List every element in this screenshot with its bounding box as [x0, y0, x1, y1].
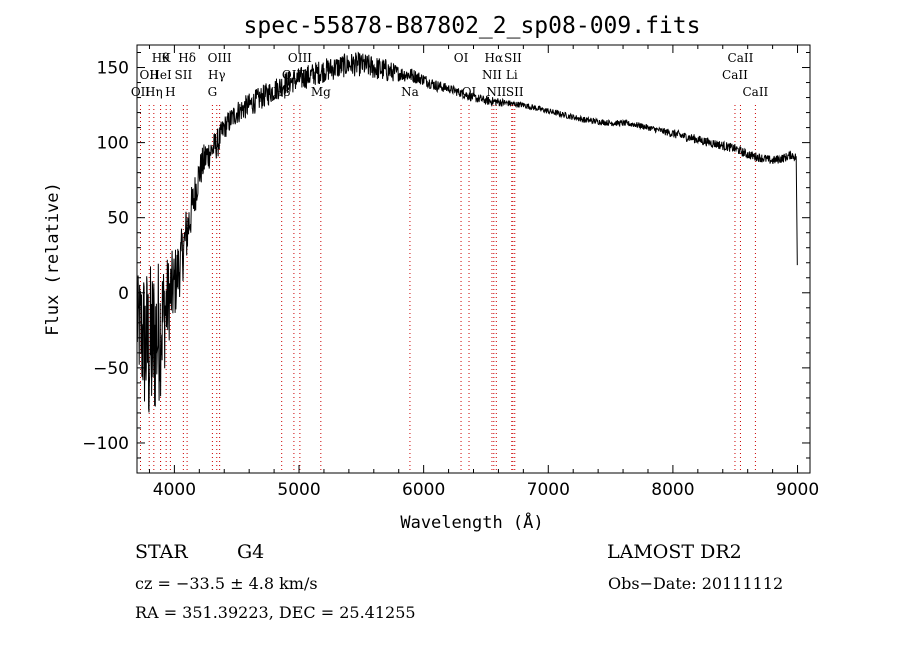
line-label: Hδ: [178, 51, 196, 65]
x-tick-label: 7000: [527, 480, 570, 500]
observation-date: Obs−Date: 20111112: [608, 574, 784, 593]
line-label: Hη: [145, 85, 163, 99]
line-label: CaII: [728, 51, 754, 65]
chart-title: spec-55878-B87802_2_sp08-009.fits: [244, 13, 701, 39]
y-axis-label: Flux (relative): [43, 182, 63, 336]
y-tick-label: 150: [97, 59, 129, 79]
x-tick-label: 8000: [651, 480, 694, 500]
line-label: SII: [506, 85, 524, 99]
object-class: STAR: [135, 541, 188, 563]
line-label: Hθ: [152, 51, 170, 65]
x-axis-label: Wavelength (Å): [400, 511, 543, 533]
line-label: K: [162, 51, 172, 65]
line-label: CaII: [722, 68, 748, 82]
line-label: SII: [504, 51, 522, 65]
line-label: SII: [175, 68, 193, 82]
line-label: Li: [506, 68, 518, 82]
x-axis-ticks: 4000 5000 6000 7000 8000 9000: [148, 45, 819, 500]
line-label: OII: [140, 68, 160, 82]
line-label: NII: [482, 68, 502, 82]
y-tick-label: 0: [118, 284, 129, 304]
x-tick-label: 9000: [776, 480, 819, 500]
line-label: OIII: [288, 51, 312, 65]
y-axis-ticks: −100 −50 0 50 100 150: [82, 52, 810, 459]
y-tick-label: 100: [97, 134, 129, 154]
line-label: OI: [454, 51, 469, 65]
x-tick-label: 6000: [402, 480, 445, 500]
y-tick-label: −100: [82, 434, 129, 454]
survey-name: LAMOST DR2: [607, 541, 742, 563]
line-label: G: [208, 85, 218, 99]
coordinates: RA = 351.39223, DEC = 25.41255: [135, 603, 416, 622]
line-label: NII: [486, 85, 506, 99]
line-label: CaII: [742, 85, 768, 99]
line-label: Hα: [485, 51, 504, 65]
y-tick-label: −50: [93, 359, 129, 379]
spectral-line-markers: [139, 105, 756, 473]
spectrum-line: [136, 51, 798, 413]
line-label: Hγ: [208, 68, 226, 82]
line-label: Mg: [311, 85, 331, 99]
y-tick-label: 50: [107, 209, 129, 229]
redshift-readout: cz = −33.5 ± 4.8 km/s: [135, 574, 318, 593]
line-label: OII: [131, 85, 151, 99]
line-label: HeI: [149, 68, 172, 82]
x-tick-label: 5000: [277, 480, 320, 500]
x-tick-label: 4000: [153, 480, 196, 500]
line-label: Na: [401, 85, 419, 99]
line-label: H: [165, 85, 175, 99]
line-label: OIII: [208, 51, 232, 65]
object-subclass: G4: [237, 541, 265, 563]
